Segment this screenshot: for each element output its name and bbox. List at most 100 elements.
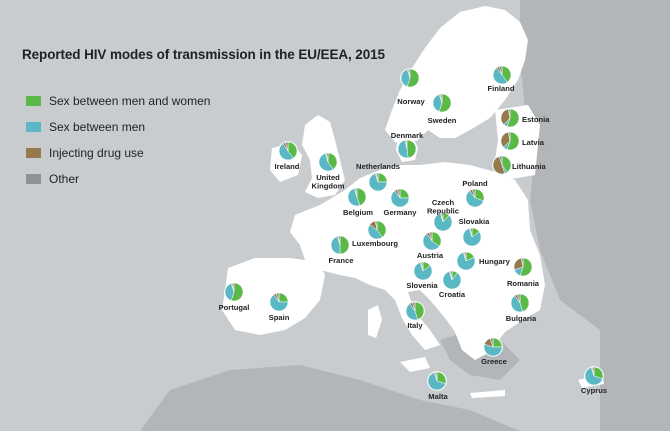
pie-slice-msm	[422, 233, 440, 251]
country-label-estonia: Estonia	[522, 115, 550, 124]
pie-bulgaria	[510, 293, 530, 313]
pie-slice-hetero	[519, 293, 530, 312]
pie-romania	[513, 257, 533, 277]
pie-slice-msm	[427, 372, 446, 391]
pie-greece	[483, 337, 503, 357]
pie-slice-hetero	[356, 187, 367, 206]
pie-spain	[269, 292, 289, 312]
pie-layer: Norway Finland Sweden Estonia Latvia Denmark L…	[219, 65, 607, 401]
country-label-sweden: Sweden	[428, 116, 457, 125]
pie-norway	[400, 68, 420, 88]
pie-slice-msm	[278, 143, 294, 161]
pie-slice-msm	[330, 236, 341, 255]
country-label-denmark: Denmark	[391, 131, 424, 140]
country-label-latvia: Latvia	[522, 138, 545, 147]
pie-belgium	[347, 187, 367, 207]
legend-swatch-hetero	[26, 96, 41, 106]
legend-label-hetero: Sex between men and women	[49, 94, 211, 108]
legend-swatch-other	[26, 174, 41, 184]
country-label-hungary: Hungary	[479, 257, 511, 266]
pie-slice-msm	[269, 294, 289, 312]
pie-slice-other	[592, 366, 595, 377]
pie-slice-other	[516, 293, 521, 304]
pie-slice-other	[232, 282, 235, 293]
pie-slice-other	[411, 301, 416, 312]
pie-croatia	[442, 270, 462, 290]
country-label-luxembourg: Luxembourg	[352, 239, 398, 248]
pie-slice-hetero	[327, 152, 338, 170]
legend-label-msm: Sex between men	[49, 120, 146, 134]
pie-latvia	[500, 131, 520, 151]
legend-swatch-msm	[26, 122, 41, 132]
pie-slice-msm	[318, 153, 334, 172]
country-label-ireland: Ireland	[275, 162, 300, 171]
country-label-slovakia: Slovakia	[459, 217, 491, 226]
pie-slice-msm	[368, 173, 388, 192]
legend-item-idu: Injecting drug use	[26, 146, 210, 160]
country-label-united-kingdom: United Kingdom	[312, 173, 345, 191]
pie-slice-other	[508, 131, 511, 142]
country-label-germany: Germany	[384, 208, 418, 217]
pie-slovakia	[462, 227, 482, 247]
country-label-lithuania: Lithuania	[512, 162, 547, 171]
country-label-czech-republic: Czech Republic	[427, 198, 459, 216]
pie-slice-other	[471, 188, 476, 199]
pie-estonia	[500, 108, 520, 128]
pie-slice-other	[421, 261, 424, 272]
pie-slice-other	[376, 172, 379, 183]
pie-germany	[390, 188, 410, 208]
pie-slice-other	[275, 292, 280, 303]
pie-luxembourg	[367, 220, 387, 240]
country-label-greece: Greece	[481, 357, 507, 366]
pie-slice-other	[396, 188, 401, 199]
pie-slice-other	[408, 68, 411, 79]
pie-slice-msm	[432, 94, 443, 112]
country-label-austria: Austria	[417, 251, 444, 260]
legend-item-msm: Sex between men	[26, 120, 210, 134]
pie-slice-hetero	[414, 301, 425, 320]
pie-slice-other	[338, 235, 341, 246]
pie-slice-msm	[347, 188, 361, 207]
pie-slice-msm	[462, 228, 482, 247]
pie-slice-msm	[413, 262, 433, 281]
country-label-portugal: Portugal	[219, 303, 250, 312]
country-label-slovenia: Slovenia	[406, 281, 438, 290]
pie-slice-msm	[400, 69, 411, 87]
pie-slovenia	[413, 261, 433, 281]
pie-hungary	[456, 251, 476, 271]
pie-slice-other	[440, 93, 443, 104]
pie-slice-hetero	[501, 65, 512, 83]
pie-poland	[465, 188, 485, 208]
pie-slice-other	[405, 139, 408, 150]
pie-slice-msm	[465, 190, 484, 208]
country-label-croatia: Croatia	[439, 290, 466, 299]
pie-portugal	[224, 282, 244, 302]
pie-slice-other	[498, 155, 503, 166]
pie-slice-msm	[492, 67, 508, 85]
legend-label-idu: Injecting drug use	[49, 146, 144, 160]
pie-sweden	[432, 93, 452, 113]
pie-netherlands	[368, 172, 388, 192]
pie-slice-msm	[390, 190, 410, 208]
country-label-romania: Romania	[507, 279, 540, 288]
pie-cyprus	[584, 366, 604, 386]
country-label-belgium: Belgium	[343, 208, 373, 217]
pie-slice-hetero	[501, 155, 512, 173]
pie-slice-msm	[510, 295, 524, 313]
pie-italy	[405, 301, 425, 321]
pie-slice-other	[375, 220, 378, 231]
pie-slice-other	[435, 371, 438, 382]
pie-slice-hetero	[339, 235, 350, 255]
pie-czech-republic	[433, 212, 453, 232]
pie-austria	[422, 231, 442, 251]
pie-slice-msm	[433, 213, 453, 232]
country-label-bulgaria: Bulgaria	[506, 314, 537, 323]
country-label-poland: Poland	[462, 179, 488, 188]
pie-slice-msm	[483, 343, 503, 357]
country-label-malta: Malta	[428, 392, 448, 401]
country-label-spain: Spain	[269, 313, 290, 322]
pie-slice-msm	[442, 271, 462, 290]
pie-slice-other	[441, 212, 444, 223]
